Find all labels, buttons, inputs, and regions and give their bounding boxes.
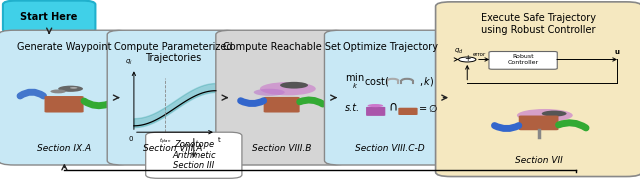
Text: Optimize Trajectory: Optimize Trajectory [343, 42, 438, 52]
Ellipse shape [541, 111, 566, 117]
Text: $q_d$: $q_d$ [454, 47, 464, 56]
Text: Generate Waypoint: Generate Waypoint [17, 42, 111, 52]
Text: Section VII: Section VII [515, 156, 563, 165]
FancyBboxPatch shape [0, 30, 130, 165]
FancyBboxPatch shape [398, 108, 417, 115]
Text: $t_{plan}$: $t_{plan}$ [159, 137, 171, 147]
FancyBboxPatch shape [146, 132, 242, 178]
FancyArrowPatch shape [300, 100, 323, 104]
Text: +: + [464, 54, 470, 64]
Circle shape [458, 57, 476, 62]
Ellipse shape [260, 82, 316, 95]
Text: 0: 0 [129, 136, 133, 142]
Text: t: t [218, 137, 220, 143]
FancyBboxPatch shape [324, 30, 456, 165]
Text: $q_i$: $q_i$ [125, 57, 133, 67]
FancyBboxPatch shape [519, 115, 559, 130]
Text: Section VIII.C-D: Section VIII.C-D [355, 144, 425, 153]
Text: $\cap$: $\cap$ [388, 102, 398, 115]
Text: Zonotope
Arithmetic
Section III: Zonotope Arithmetic Section III [172, 140, 216, 170]
Ellipse shape [367, 104, 383, 107]
Text: Robust
Controller: Robust Controller [508, 54, 539, 65]
Text: Section IX.A: Section IX.A [37, 144, 92, 153]
FancyBboxPatch shape [489, 52, 557, 69]
FancyArrowPatch shape [241, 101, 264, 104]
FancyArrowPatch shape [84, 101, 108, 106]
FancyArrowPatch shape [495, 125, 519, 129]
Text: Section VIII.B: Section VIII.B [252, 144, 311, 153]
Ellipse shape [280, 82, 308, 89]
Text: $=\emptyset$: $=\emptyset$ [417, 102, 438, 114]
Ellipse shape [58, 86, 83, 92]
Text: Compute Reachable Set: Compute Reachable Set [223, 42, 340, 52]
FancyBboxPatch shape [216, 30, 348, 165]
Text: Compute Parameterized
Trajectories: Compute Parameterized Trajectories [114, 42, 232, 63]
FancyArrowPatch shape [559, 123, 586, 128]
Ellipse shape [70, 87, 77, 89]
Text: $,k)$: $,k)$ [419, 75, 435, 88]
Ellipse shape [517, 109, 573, 122]
FancyArrowPatch shape [20, 92, 44, 96]
FancyBboxPatch shape [366, 107, 385, 116]
Text: $\underset{k}{\min}$: $\underset{k}{\min}$ [345, 72, 365, 91]
Ellipse shape [51, 90, 66, 93]
Text: error: error [473, 52, 486, 57]
Text: s.t.: s.t. [345, 103, 360, 113]
Ellipse shape [253, 89, 285, 96]
Text: Section VIII.A: Section VIII.A [143, 144, 203, 153]
Text: $\mathbf{u}$: $\mathbf{u}$ [614, 48, 620, 56]
FancyBboxPatch shape [3, 1, 95, 33]
FancyBboxPatch shape [45, 96, 84, 113]
FancyBboxPatch shape [436, 2, 640, 176]
FancyBboxPatch shape [264, 97, 300, 113]
Text: $\mathrm{cost}($: $\mathrm{cost}($ [364, 75, 389, 88]
FancyBboxPatch shape [108, 30, 239, 165]
Text: Execute Safe Trajectory
using Robust Controller: Execute Safe Trajectory using Robust Con… [481, 13, 596, 35]
Text: Start Here: Start Here [20, 12, 78, 22]
